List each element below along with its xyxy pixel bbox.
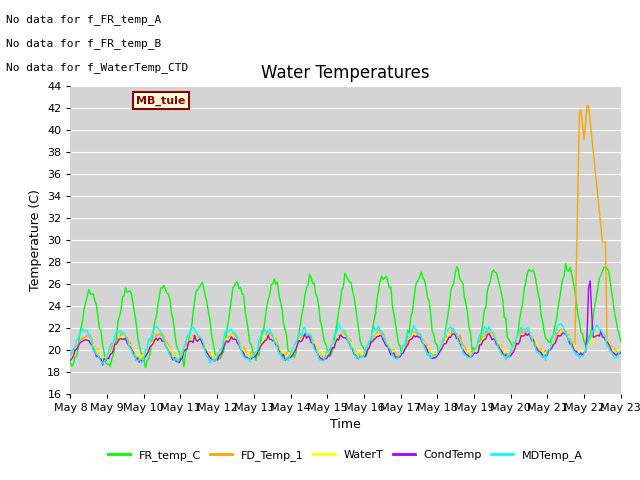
Y-axis label: Temperature (C): Temperature (C) xyxy=(29,189,42,291)
Text: No data for f_FR_temp_A: No data for f_FR_temp_A xyxy=(6,14,162,25)
Text: No data for f_FR_temp_B: No data for f_FR_temp_B xyxy=(6,38,162,49)
Legend: FR_temp_C, FD_Temp_1, WaterT, CondTemp, MDTemp_A: FR_temp_C, FD_Temp_1, WaterT, CondTemp, … xyxy=(104,445,588,465)
Title: Water Temperatures: Water Temperatures xyxy=(261,64,430,82)
X-axis label: Time: Time xyxy=(330,418,361,431)
Text: MB_tule: MB_tule xyxy=(136,96,186,106)
Text: No data for f_WaterTemp_CTD: No data for f_WaterTemp_CTD xyxy=(6,62,189,73)
